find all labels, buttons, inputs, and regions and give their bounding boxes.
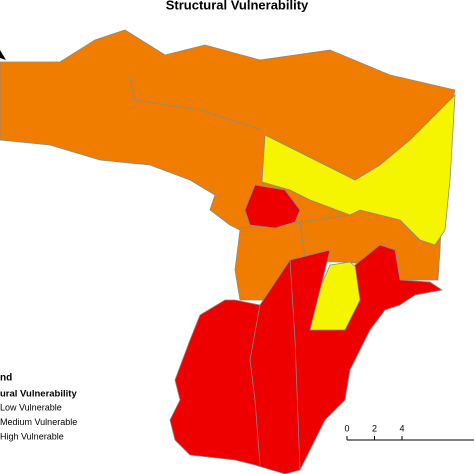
scale-label: 2: [372, 423, 377, 433]
map-title: Structural Vulnerability: [166, 0, 309, 12]
legend-label: Low Vulnerable: [0, 402, 62, 412]
legend-label: High Vulnerable: [0, 431, 64, 441]
high-zone: [169, 244, 444, 474]
legend-heading: nd: [0, 373, 12, 384]
legend: ural Vulnerability Low Vulnerable Medium …: [0, 389, 77, 442]
high-zone: [244, 184, 301, 229]
scale-bar: 0 2 4: [344, 423, 474, 441]
scale-label: 4: [399, 423, 404, 433]
legend-subheading: ural Vulnerability: [0, 389, 77, 400]
boundary: [249, 259, 301, 471]
boundary: [129, 77, 401, 281]
legend-label: Medium Vulnerable: [0, 417, 77, 427]
north-arrow: [0, 50, 6, 60]
scale-label: 0: [344, 423, 349, 433]
low-zone: [261, 93, 456, 246]
